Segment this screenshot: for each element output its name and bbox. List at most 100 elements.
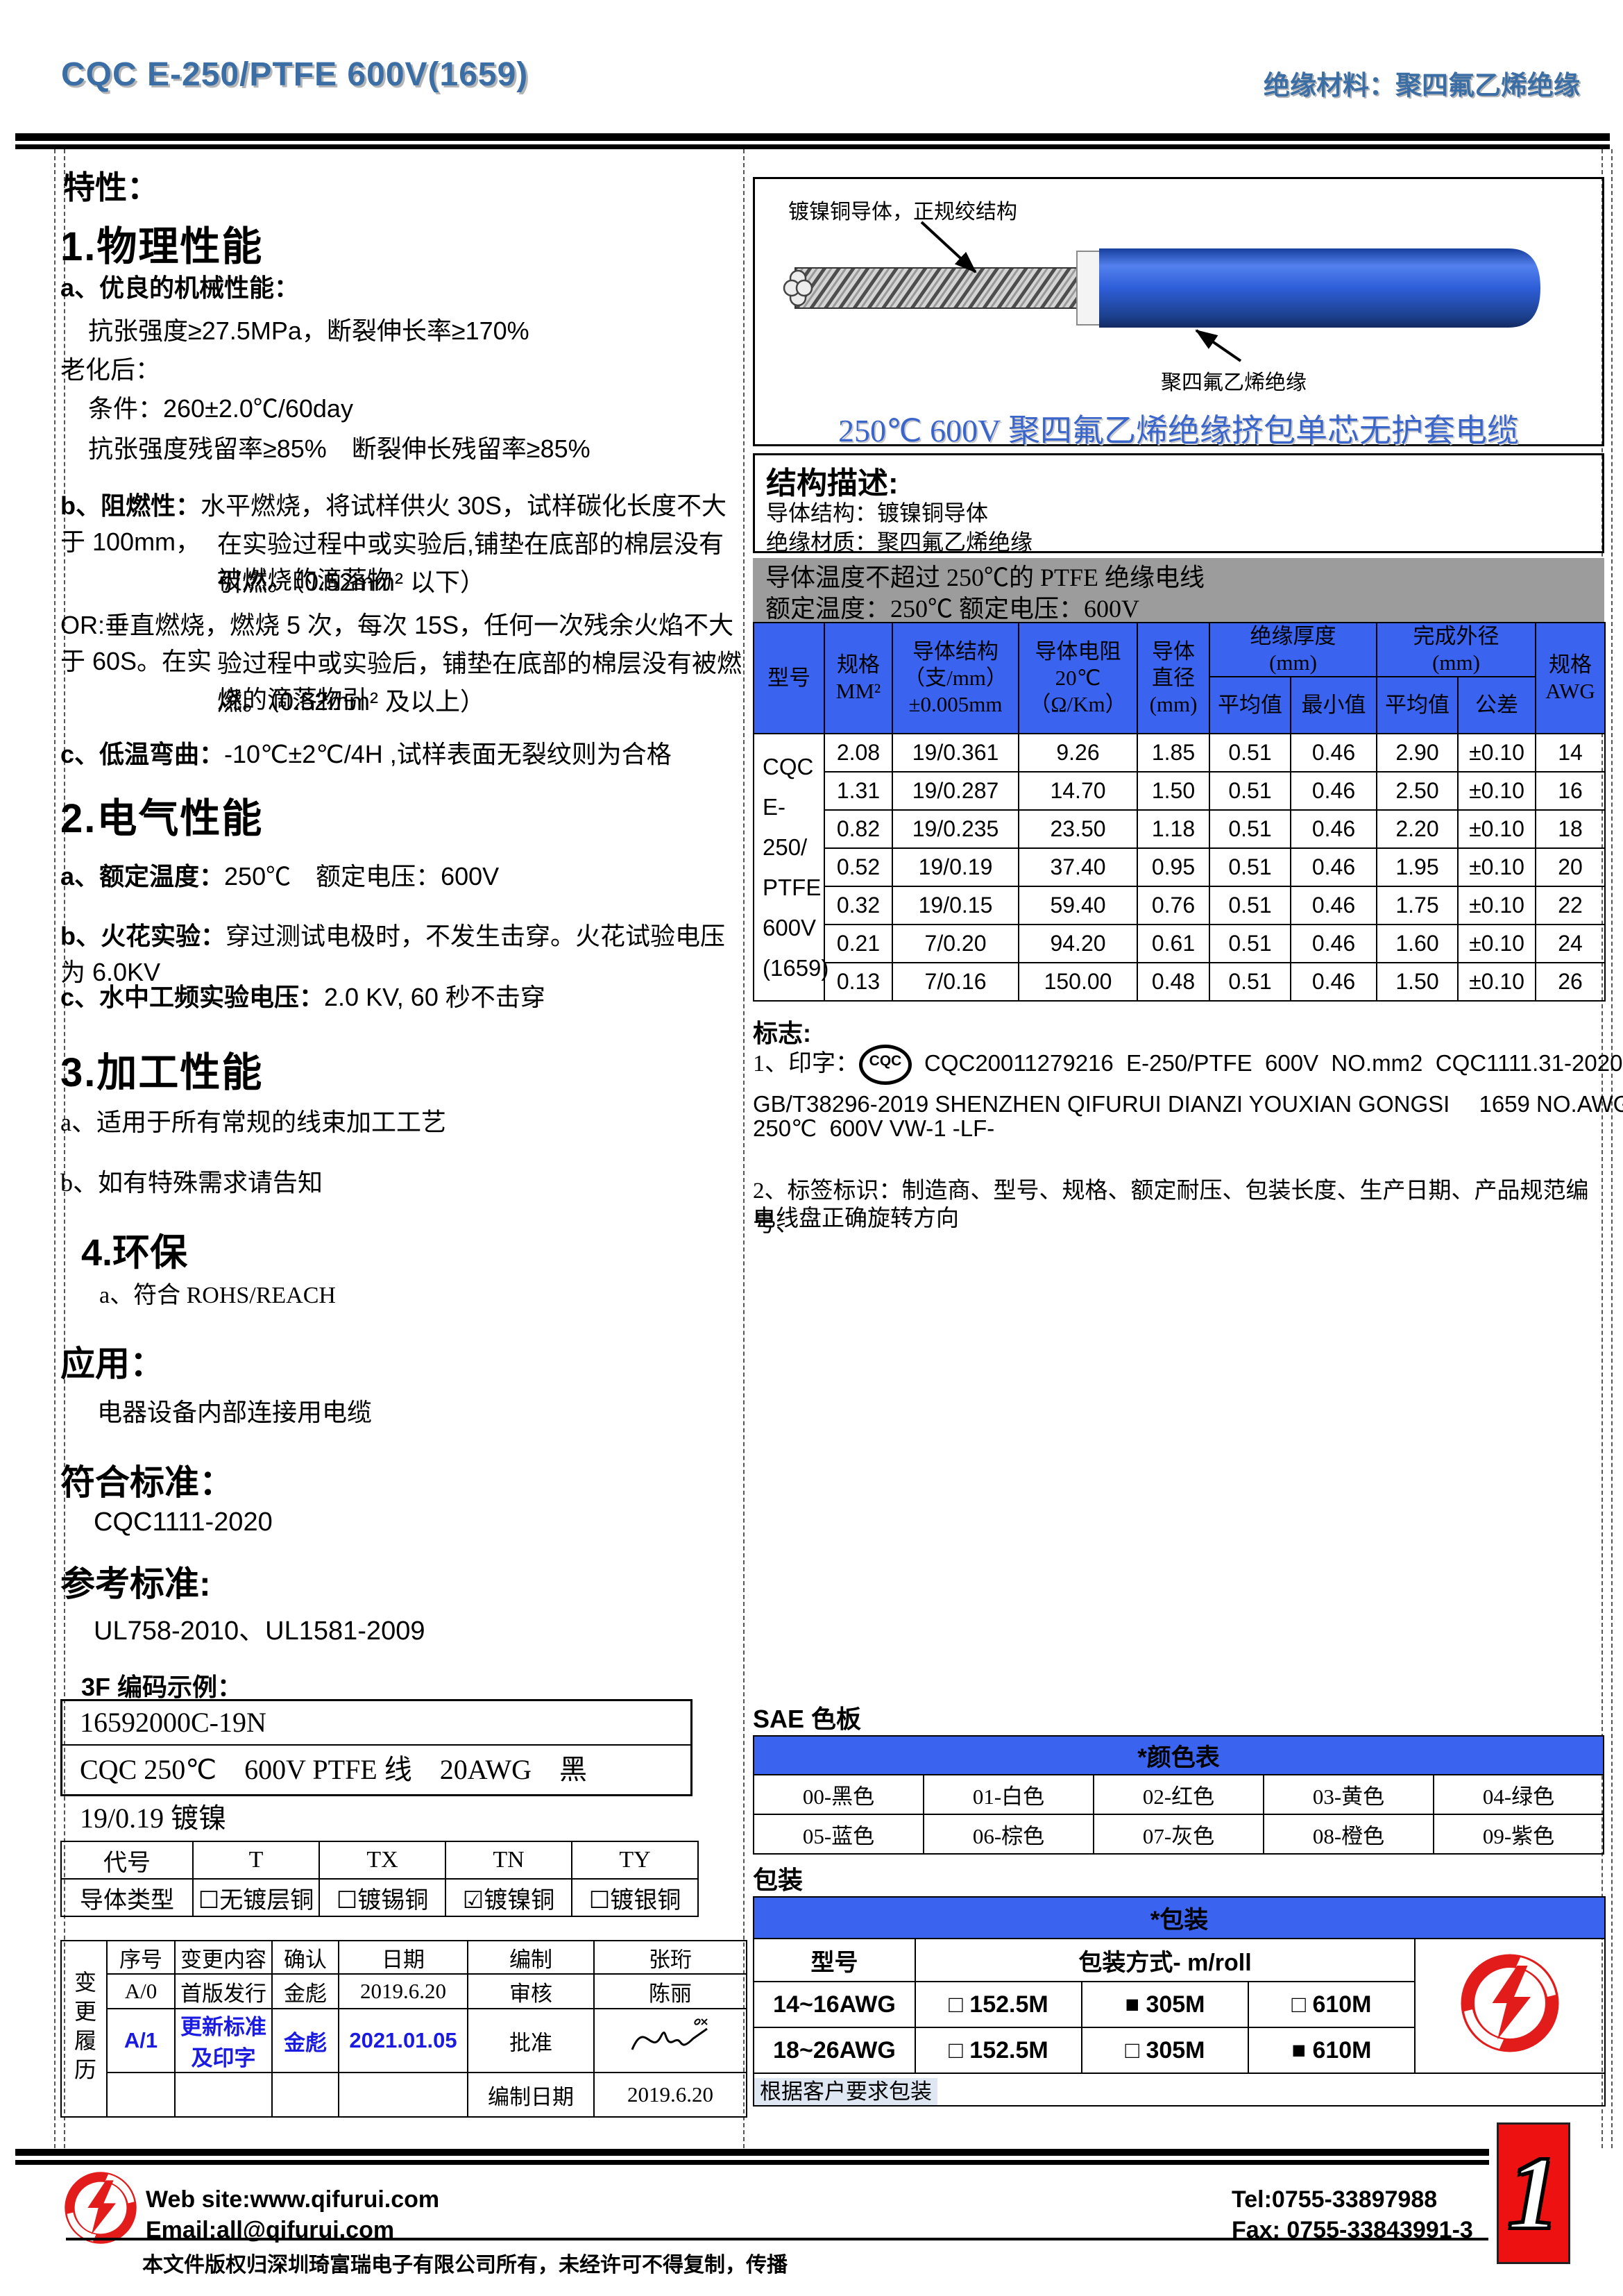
rev-cell: 日期 (338, 1940, 468, 1975)
pack-option: □ 305M (1081, 2027, 1249, 2074)
rev-cell: A/1 (106, 2008, 176, 2073)
spec-cell: 0.61 (1137, 924, 1210, 963)
revision-side-label: 变更履历 (60, 1940, 108, 2118)
application-text: 电器设备内部连接用电缆 (97, 1399, 373, 1426)
rev-cell: 金彪 (271, 1973, 339, 2009)
rev-cell: A/0 (106, 1973, 176, 2009)
spec-cell: 0.51 (1209, 962, 1291, 1002)
table-row: A/1 更新标准 及印字 金彪 2021.01.05 批准 (61, 2008, 747, 2073)
spec-cell: 1.31 (824, 771, 893, 811)
spec-cell: ±0.10 (1457, 809, 1536, 849)
spec-cell: 14 (1535, 733, 1606, 773)
page-number-badge: 1 (1497, 2122, 1570, 2264)
company-logo-cell (1414, 1938, 1606, 2074)
table-row: *包装 (753, 1896, 1606, 1939)
model-cell: CQC E-250/ PTFE 600V (1659) (753, 733, 829, 1002)
flame-line1: b、阻燃性：水平燃烧，将试样供火 30S，试样碳化长度不大于 100mm， (60, 486, 746, 558)
rev-cell: 更新标准 及印字 (174, 2008, 273, 2073)
conductor-strands (783, 267, 1079, 309)
spec-cell: 0.52 (824, 847, 893, 887)
spec-cell: 1.50 (1137, 771, 1210, 811)
col-diameter: 导体 直径 (mm) (1137, 622, 1210, 734)
heading-electrical: 2.电气性能 (60, 796, 264, 841)
left-column: 特性： 1.物理性能 a、优良的机械性能： 抗张强度≥27.5MPa，断裂伸长率… (59, 153, 747, 2159)
code-header-cell: TX (318, 1841, 446, 1880)
spec-cell: 19/0.361 (892, 733, 1019, 773)
frame-dash-divider (743, 149, 745, 2148)
spec-cell: 150.00 (1018, 962, 1138, 1002)
col-model: 型号 (753, 622, 825, 734)
cqc-logo-icon: CQC (859, 1045, 912, 1086)
rev-cell: 审核 (467, 1973, 595, 2009)
spark-test-line: b、火花实验：穿过测试电极时，不发生击穿。火花试验电压为 6.0KV (60, 916, 746, 988)
footer-tel: Tel:0755-33897988 (1232, 2186, 1438, 2213)
col-ins-avg: 平均值 (1209, 676, 1291, 734)
water-test-text: 2.0 KV, 60 秒不击穿 (324, 983, 545, 1011)
packaging-col-model: 型号 (753, 1938, 916, 1982)
flame-text1: 水平燃烧，将试样供火 30S，试样碳化长度不大于 100mm， (60, 491, 727, 556)
conductor-option-nickel-checked: ☑镀镍铜 (445, 1878, 572, 1917)
spec-banner: 导体温度不超过 250℃的 PTFE 绝缘电线 额定温度：250℃ 额定电压：6… (753, 558, 1604, 623)
spec-cell: 7/0.16 (892, 962, 1019, 1002)
spec-cell: 22 (1535, 886, 1606, 925)
table-row: 0.52 19/0.19 37.40 0.95 0.51 0.46 1.95 ±0.10 20 (754, 847, 1606, 887)
table-row: 变更履历 序号 变更内容 确认 日期 编制 张珩 (60, 1940, 747, 2118)
spec-cell: ±0.10 (1457, 962, 1536, 1002)
heading-application: 应用： (60, 1344, 164, 1383)
code-header-cell: TN (445, 1841, 572, 1880)
water-test-label: c、水中工频实验电压： (60, 983, 325, 1011)
spec-cell: 0.95 (1137, 847, 1210, 887)
heading-processing: 3.加工性能 (60, 1050, 264, 1095)
heading-reference: 参考标准: (60, 1564, 211, 1603)
conductor-callout-label: 镀镍铜导体，正规绞结构 (788, 201, 1017, 223)
cold-bend-text: -10℃±2℃/4H ,试样表面无裂纹则为合格 (224, 740, 672, 768)
spec-cell: 0.51 (1209, 886, 1291, 925)
approval-signature (593, 2008, 747, 2073)
conductor-option-tinned: ☐镀锡铜 (318, 1878, 446, 1917)
spec-table: 型号 规格 MM² 导体结构 （支/mm） ±0.005mm 导体电阻 20℃ … (753, 622, 1606, 1002)
company-logo-icon (65, 2172, 137, 2244)
spec-cell: 0.32 (824, 886, 893, 925)
spec-cell: 37.40 (1018, 847, 1138, 887)
pack-option: □ 152.5M (915, 1981, 1082, 2028)
flame-line2: 在实验过程中或实验后,铺垫在底部的棉层没有被燃烧的滴落物 (217, 530, 724, 594)
rev-cell: 2021.01.05 (338, 2008, 468, 2073)
spec-cell: 0.76 (1137, 886, 1210, 925)
rev-date-value: 2019.6.20 (593, 2072, 747, 2118)
spec-cell: 0.51 (1209, 809, 1291, 849)
mech-title: a、优良的机械性能： (60, 273, 300, 302)
header-rule-top (15, 133, 1610, 141)
empty-cell (174, 2072, 273, 2118)
cable-illustration-box: 镀镍铜导体，正规绞结构 聚四氟乙烯绝缘 (753, 177, 1604, 448)
spec-cell: 0.21 (824, 924, 893, 963)
packaging-note-cell: 根据客户要求包装 (753, 2073, 1606, 2107)
spec-cell: ±0.10 (1457, 771, 1536, 811)
or-line3: 燃。（0.52mm² 及以上） (217, 687, 486, 716)
spec-cell: 1.75 (1376, 886, 1459, 925)
code-header-cell: T (192, 1841, 320, 1880)
revision-table: 变更履历 序号 变更内容 确认 日期 编制 张珩 A/0 首版发行 金彪 201… (60, 1940, 747, 2118)
spec-cell: 7/0.20 (892, 924, 1019, 963)
color-table-banner: *颜色表 (753, 1735, 1604, 1775)
pack-awg-range: 14~16AWG (753, 1981, 916, 2028)
cqc-logo-text: CQC (869, 1053, 902, 1070)
table-row: 代号 T TX TN TY (60, 1841, 699, 1880)
signature-icon (631, 2018, 708, 2050)
structure-insulation: 绝缘材质：聚四氟乙烯绝缘 (766, 530, 1033, 555)
footer-website[interactable]: Web site:www.qifurui.com (146, 2186, 440, 2213)
spec-cell: 0.13 (824, 962, 893, 1002)
empty-cell (338, 2072, 468, 2118)
conductor-type-label: 导体类型 (60, 1878, 194, 1917)
header-rule-bottom (15, 144, 1610, 149)
table-row: 00-黑色 01-白色 02-红色 03-黄色 04-绿色 (753, 1774, 1604, 1815)
table-row: 导体类型 ☐无镀层铜 ☐镀锡铜 ☑镀镍铜 ☐镀银铜 (60, 1878, 699, 1917)
code-example-title: 3F 编码示例： (81, 1673, 243, 1701)
packaging-note: 根据客户要求包装 (754, 2078, 937, 2105)
aging-condition: 条件：260±2.0℃/60day (88, 394, 353, 423)
spec-cell: 0.46 (1290, 809, 1377, 849)
cable-product-title: 250℃ 600V 聚四氟乙烯绝缘挤包单芯无护套电缆 (838, 413, 1520, 448)
spec-cell: 19/0.287 (892, 771, 1019, 811)
rev-cell: 2019.6.20 (338, 1973, 468, 2009)
col-resistance: 导体电阻 20℃ （Ω/Km） (1018, 622, 1138, 734)
